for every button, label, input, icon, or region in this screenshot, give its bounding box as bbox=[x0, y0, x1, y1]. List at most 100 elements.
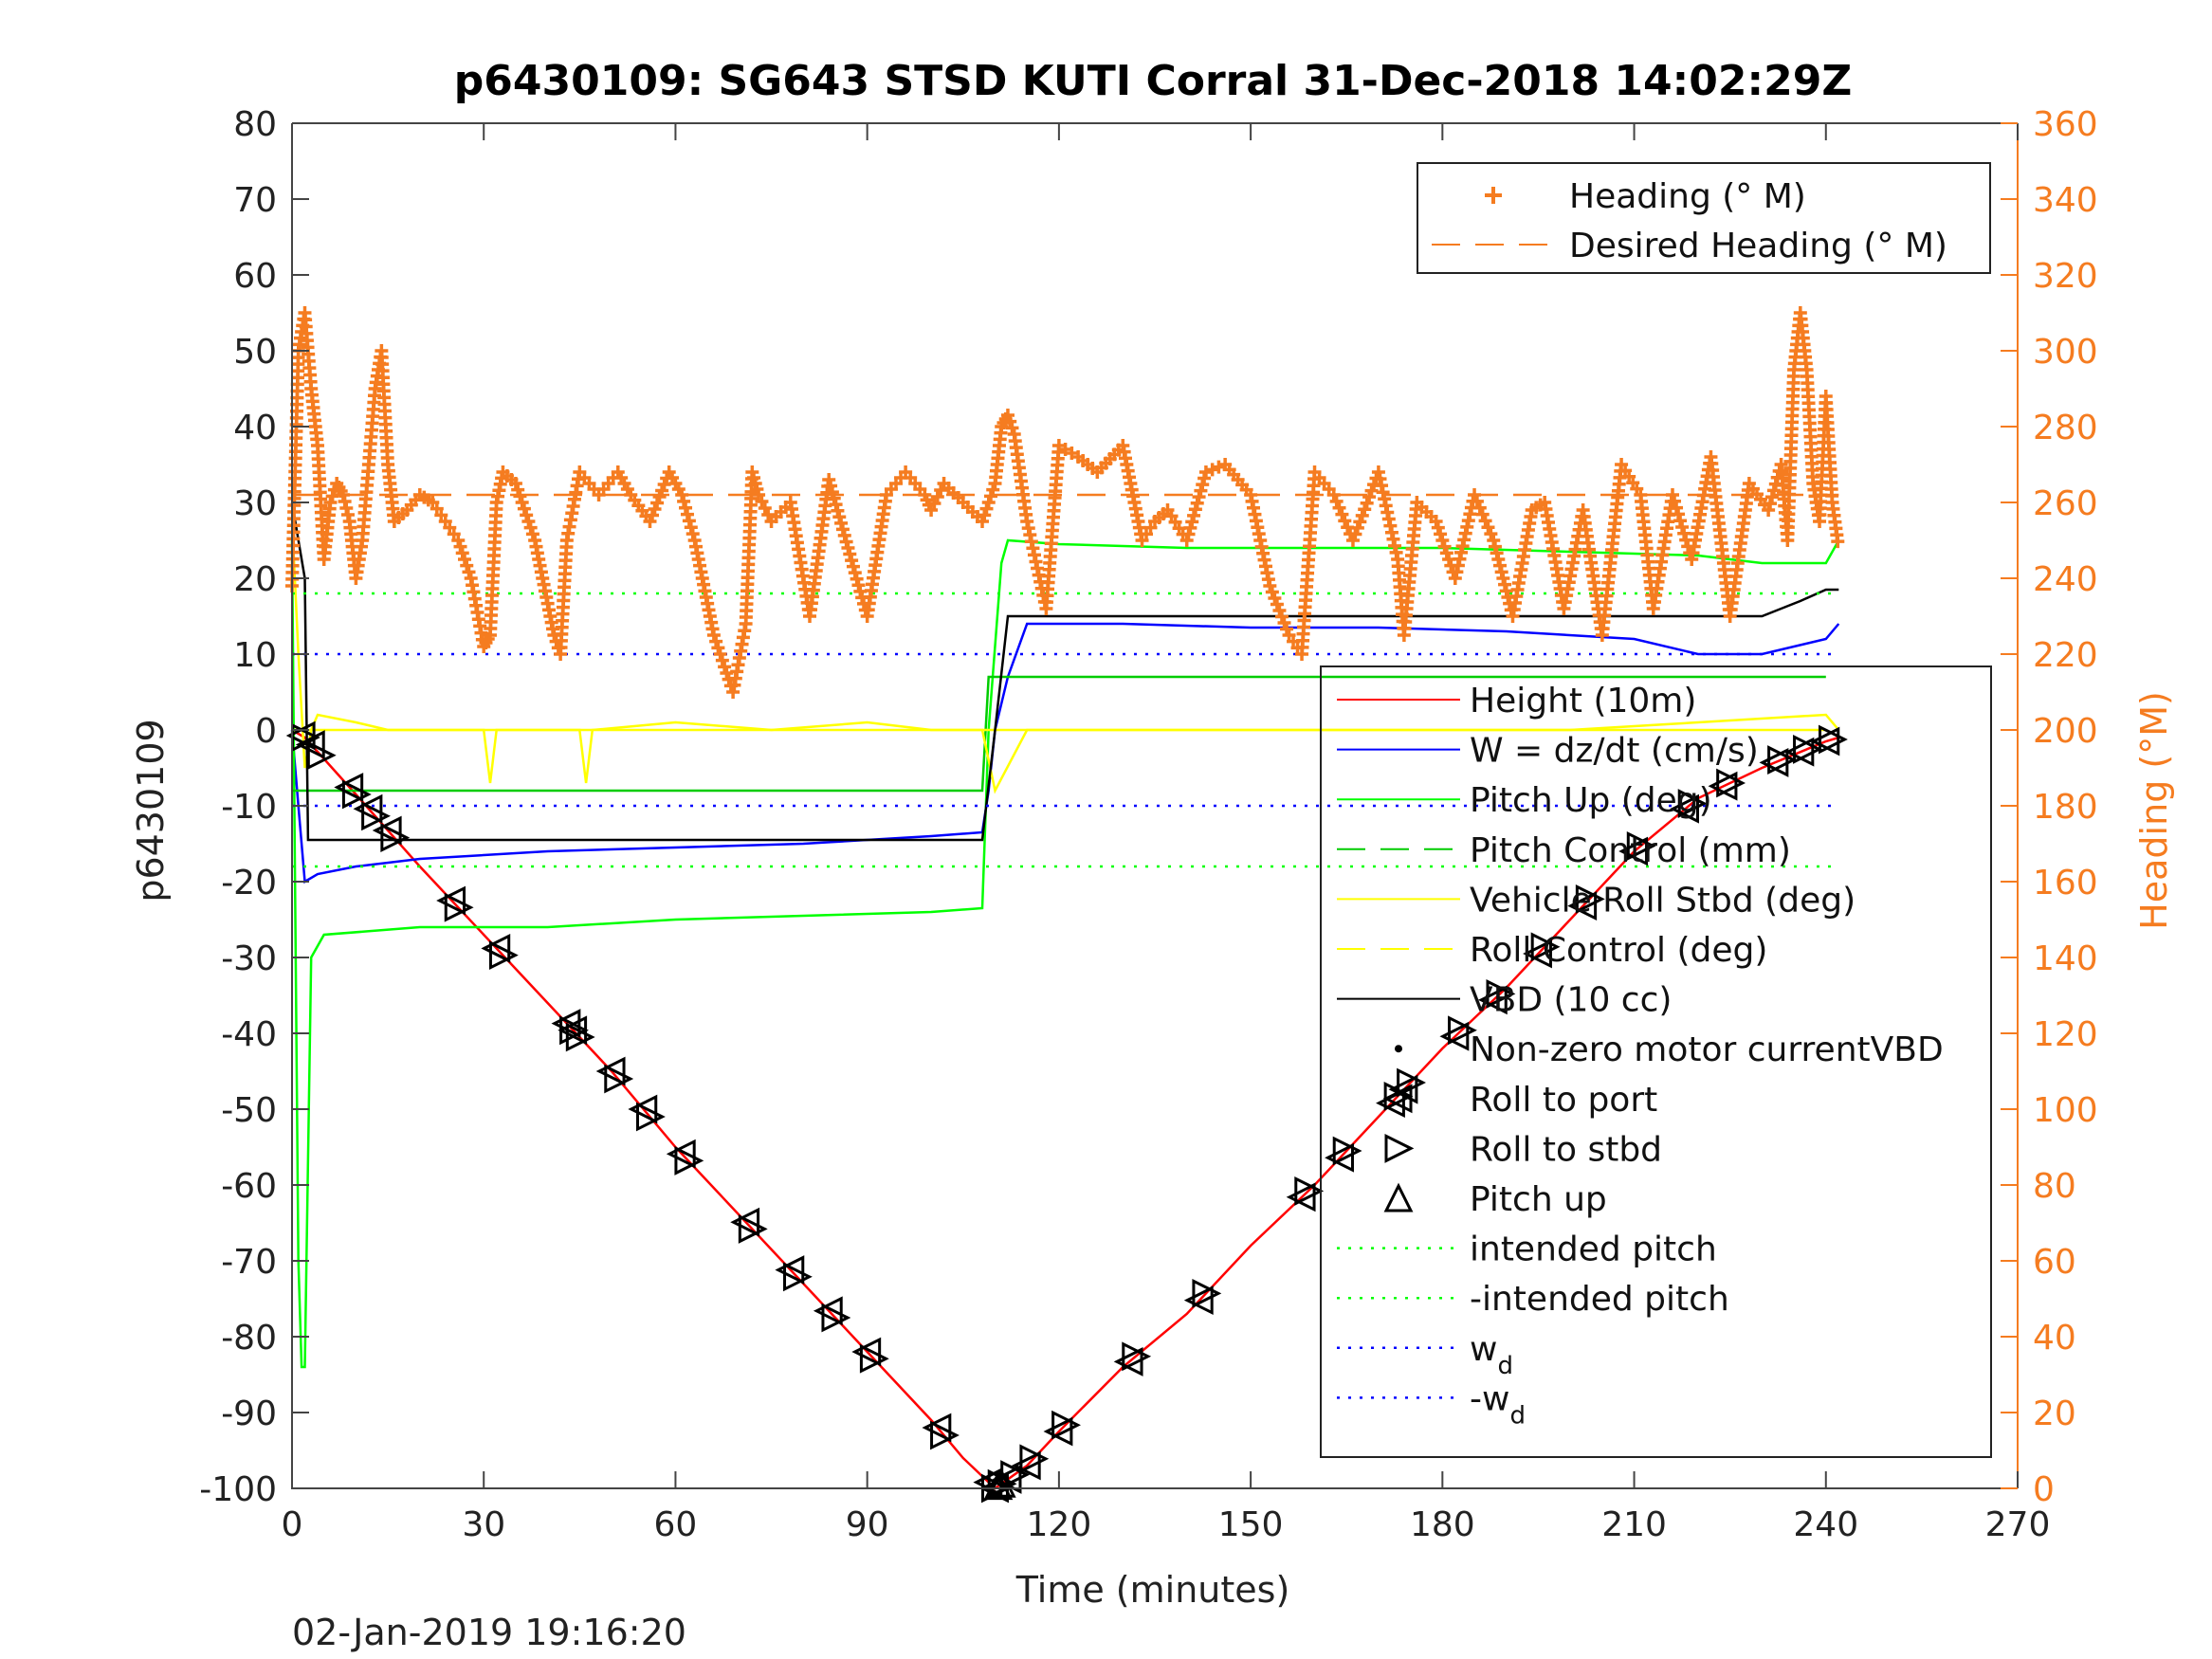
legend-top: Heading (° M) Desired Heading (° M) bbox=[1417, 162, 1991, 274]
heading-point bbox=[1362, 490, 1377, 504]
roll-to-stbd-marker bbox=[859, 1343, 889, 1374]
heading-point bbox=[1272, 604, 1287, 617]
roll-to-port-marker bbox=[1670, 793, 1699, 824]
heading-point bbox=[650, 496, 665, 510]
series-layer bbox=[285, 306, 1845, 1490]
heading-point bbox=[1196, 478, 1210, 492]
roll-to-stbd-marker bbox=[1192, 1278, 1222, 1308]
roll-to-stbd-marker bbox=[565, 1022, 595, 1052]
legend-label: VBD (10 cc) bbox=[1470, 981, 1672, 1020]
roll-to-stbd-marker bbox=[738, 1213, 768, 1244]
y-tick-label: -50 bbox=[221, 1091, 277, 1130]
marker-layer bbox=[285, 720, 1848, 1504]
heading-point bbox=[1005, 421, 1019, 435]
heading-point bbox=[1280, 622, 1294, 636]
roll-to-stbd-marker bbox=[635, 1102, 666, 1132]
heading-point bbox=[1179, 534, 1194, 547]
heading-point bbox=[520, 508, 534, 522]
heading-point bbox=[657, 478, 671, 491]
roll-to-port-marker bbox=[353, 793, 383, 824]
plot-frame bbox=[292, 123, 2018, 1488]
heading-point bbox=[517, 501, 531, 516]
y-tick-label: 60 bbox=[233, 257, 277, 296]
heading-point bbox=[515, 496, 529, 509]
heading-point bbox=[648, 502, 662, 516]
heading-point bbox=[1197, 471, 1212, 485]
y-tick-label: -40 bbox=[221, 1015, 277, 1054]
heading-point bbox=[834, 516, 849, 530]
heading-point bbox=[1329, 494, 1344, 508]
legend-marker bbox=[1383, 1182, 1414, 1212]
heading-point bbox=[1675, 520, 1690, 534]
heading-point bbox=[1181, 527, 1196, 541]
heading-point bbox=[462, 565, 476, 579]
legend-dot bbox=[1395, 1045, 1402, 1053]
roll-to-port-marker bbox=[1043, 1416, 1073, 1447]
y-tick-label: 0 bbox=[255, 712, 277, 751]
y-tick-label-right: 240 bbox=[2033, 560, 2098, 599]
heading-point bbox=[1188, 502, 1202, 517]
roll-to-stbd-marker bbox=[1819, 724, 1848, 755]
roll-to-port-marker bbox=[1439, 1021, 1470, 1051]
heading-point bbox=[1185, 515, 1199, 529]
legend-label: Pitch up bbox=[1470, 1180, 1607, 1219]
y-axis-label-right: Heading (°M) bbox=[2133, 691, 2175, 930]
heading-point bbox=[832, 510, 847, 524]
heading-point bbox=[827, 491, 841, 505]
roll-to-port-marker bbox=[666, 1139, 696, 1169]
roll-to-stbd-marker bbox=[1332, 1136, 1362, 1166]
x-tick-label: 180 bbox=[1410, 1505, 1475, 1544]
heading-point bbox=[822, 473, 836, 486]
roll-to-stbd-marker bbox=[1793, 734, 1822, 764]
roll-to-port-marker bbox=[481, 933, 511, 963]
heading-point bbox=[1212, 460, 1226, 474]
roll-to-port-marker bbox=[1286, 1182, 1316, 1212]
y-tick-label: 40 bbox=[233, 409, 277, 447]
heading-point bbox=[713, 647, 727, 661]
y-tick-label: -90 bbox=[221, 1395, 277, 1433]
roll-to-port-marker bbox=[1567, 891, 1598, 921]
roll-to-port-marker bbox=[730, 1207, 760, 1237]
x-tick-label: 60 bbox=[654, 1505, 698, 1544]
roll-to-port-marker bbox=[1183, 1285, 1214, 1316]
x-tick-label: 150 bbox=[1218, 1505, 1284, 1544]
y-tick-label-right: 220 bbox=[2033, 636, 2098, 675]
heading-point bbox=[523, 520, 538, 535]
roll-to-stbd-marker bbox=[674, 1145, 704, 1176]
y-tick-label-right: 40 bbox=[2033, 1319, 2076, 1358]
x-tick-label: 270 bbox=[1985, 1505, 2051, 1544]
heading-point bbox=[1672, 507, 1686, 521]
heading-point bbox=[1481, 520, 1495, 535]
heading-point bbox=[1764, 490, 1779, 504]
y-axis-label: p6430109 bbox=[130, 719, 172, 902]
legend-label: Desired Heading (° M) bbox=[1569, 227, 1947, 265]
roll-to-stbd-marker bbox=[1486, 978, 1516, 1009]
heading-point bbox=[1326, 488, 1341, 501]
heading-point bbox=[1478, 514, 1492, 528]
y-tick-label: 70 bbox=[233, 181, 277, 220]
y-tick-label-right: 300 bbox=[2033, 333, 2098, 372]
y-tick-label: -10 bbox=[221, 788, 277, 827]
legend-main-box bbox=[1320, 665, 1992, 1458]
y-tick-label: -70 bbox=[221, 1243, 277, 1282]
y-tick-label-right: 0 bbox=[2033, 1470, 2055, 1509]
roll-to-port-marker bbox=[813, 1296, 843, 1326]
x-tick-label: 30 bbox=[462, 1505, 505, 1544]
heading-point bbox=[846, 559, 860, 574]
y-tick-label-right: 80 bbox=[2033, 1167, 2076, 1206]
legend-label: -intended pitch bbox=[1470, 1280, 1729, 1319]
heading-point bbox=[680, 507, 694, 521]
heading-point bbox=[1435, 534, 1450, 547]
heading-point bbox=[677, 494, 691, 508]
heading-point bbox=[851, 578, 866, 592]
heading-point bbox=[684, 520, 698, 535]
series-6 bbox=[290, 501, 1839, 842]
heading-point bbox=[1666, 488, 1679, 501]
roll-to-port-marker bbox=[1618, 836, 1649, 866]
series-12 bbox=[285, 306, 1845, 699]
heading-point bbox=[825, 485, 839, 500]
y-tick-label-right: 260 bbox=[2033, 484, 2098, 523]
heading-point bbox=[1355, 508, 1369, 522]
roll-to-port-marker bbox=[1011, 1450, 1041, 1481]
pitch-up-marker bbox=[983, 1470, 1014, 1501]
